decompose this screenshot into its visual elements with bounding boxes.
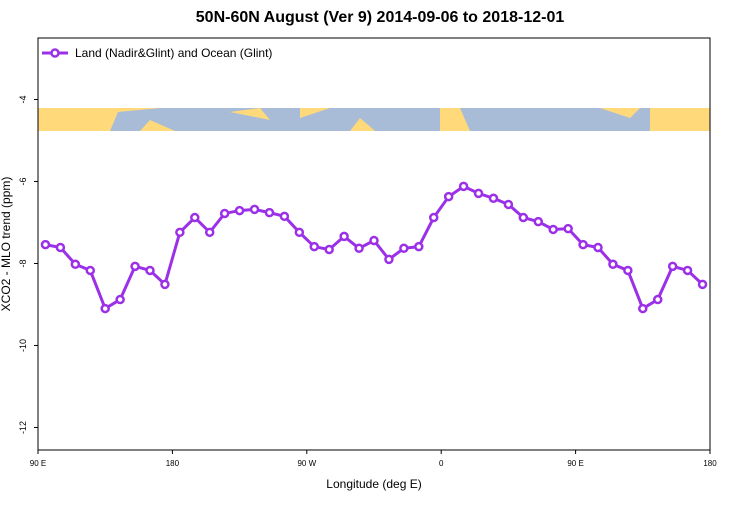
data-point [85, 265, 96, 276]
data-point [428, 212, 439, 223]
data-point [219, 208, 230, 219]
x-tick-label: 180 [703, 459, 717, 468]
x-tick-label: 180 [166, 459, 180, 468]
plot-frame [37, 37, 711, 451]
y-tick-label: -12 [18, 421, 28, 434]
data-point [115, 294, 125, 305]
series-line [45, 184, 704, 311]
data-point [190, 212, 200, 223]
data-point [563, 223, 573, 234]
data-point [204, 227, 215, 238]
data-point [503, 199, 514, 210]
y-tick-label: -4 [18, 95, 28, 103]
data-point [548, 224, 558, 235]
data-point [249, 204, 260, 215]
data-point [279, 211, 290, 222]
data-point [294, 227, 305, 238]
legend-label: Land (Nadir&Glint) and Ocean (Glint) [75, 46, 272, 60]
map-strip [38, 108, 710, 131]
legend-marker [50, 48, 60, 58]
y-tick-label: -8 [18, 259, 28, 267]
data-point [458, 181, 469, 192]
data-point [324, 244, 334, 255]
data-point [608, 259, 618, 270]
data-point [414, 241, 424, 252]
y-tick-label: -10 [18, 339, 28, 352]
data-point [369, 235, 379, 246]
y-axis-label: XCO2 - MLO trend (ppm) [0, 177, 13, 312]
data-point [578, 239, 588, 250]
data-point [399, 243, 409, 254]
data-point [518, 212, 529, 223]
data-point [652, 294, 663, 305]
data-point [160, 279, 170, 290]
data-point [55, 242, 66, 253]
chart-title: 50N-60N August (Ver 9) 2014-09-06 to 201… [196, 9, 565, 26]
x-axis-label: Longitude (deg E) [326, 477, 421, 491]
x-tick-label: 0 [439, 459, 444, 468]
data-point [234, 205, 245, 216]
data-point [354, 243, 364, 254]
data-point [264, 207, 275, 218]
data-point [70, 259, 81, 270]
data-point [40, 239, 51, 250]
data-point [488, 193, 499, 204]
y-tick-label: -6 [18, 177, 28, 185]
data-point [339, 231, 349, 242]
x-tick-label: 90 W [297, 459, 316, 468]
data-point [638, 303, 648, 314]
data-point [623, 265, 633, 276]
data-point [533, 216, 544, 227]
data-point [100, 303, 110, 314]
data-point [130, 261, 140, 272]
data-point [682, 265, 693, 276]
data-point [145, 265, 155, 276]
data-point [384, 254, 394, 265]
data-point [309, 241, 320, 252]
data-point [175, 227, 185, 238]
x-tick-label: 90 E [30, 459, 46, 468]
data-point [667, 261, 678, 272]
data-point [593, 242, 603, 253]
data-point [697, 279, 708, 290]
data-point [473, 188, 484, 199]
data-point [443, 191, 454, 202]
x-tick-label: 90 E [567, 459, 583, 468]
